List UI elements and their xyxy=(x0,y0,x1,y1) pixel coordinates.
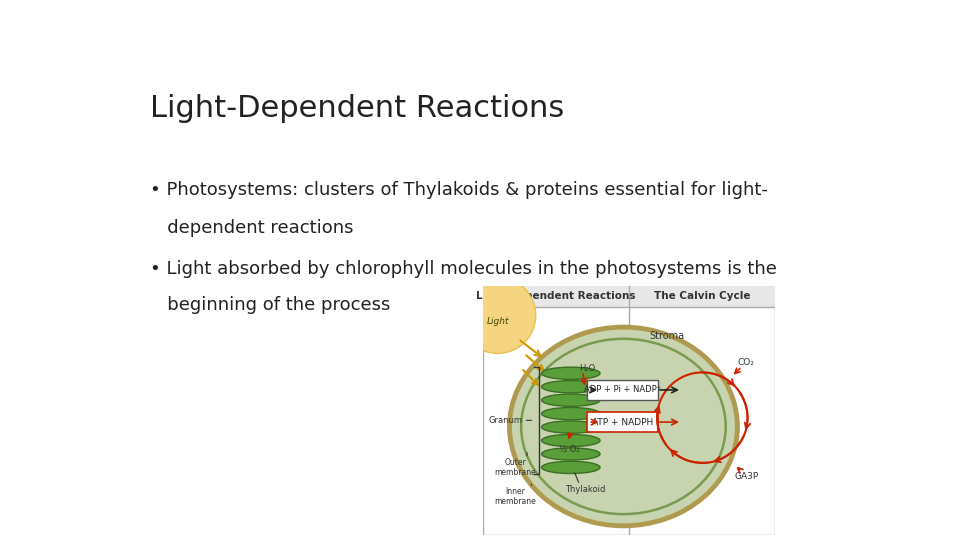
Text: ADP + Pi + NADP⁺: ADP + Pi + NADP⁺ xyxy=(584,386,661,394)
Text: ATP + NADPH: ATP + NADPH xyxy=(592,417,653,427)
Ellipse shape xyxy=(541,367,600,380)
Bar xyxy=(483,286,776,307)
Ellipse shape xyxy=(541,461,600,474)
Text: CO₂: CO₂ xyxy=(737,357,755,367)
Circle shape xyxy=(460,278,536,353)
Text: ½ O₂: ½ O₂ xyxy=(559,446,580,454)
Ellipse shape xyxy=(521,339,726,514)
Text: Stroma: Stroma xyxy=(650,331,684,341)
Text: Light: Light xyxy=(487,317,509,326)
Text: The Calvin Cycle: The Calvin Cycle xyxy=(654,292,751,301)
Ellipse shape xyxy=(541,394,600,406)
Text: Inner
membrane: Inner membrane xyxy=(494,487,537,507)
Ellipse shape xyxy=(510,327,737,526)
Ellipse shape xyxy=(541,434,600,447)
Text: dependent reactions: dependent reactions xyxy=(150,219,353,237)
Ellipse shape xyxy=(541,421,600,433)
Text: • Light absorbed by chlorophyll molecules in the photosystems is the: • Light absorbed by chlorophyll molecule… xyxy=(150,260,777,278)
FancyBboxPatch shape xyxy=(588,380,659,400)
Text: GA3P: GA3P xyxy=(734,471,758,481)
Ellipse shape xyxy=(541,448,600,460)
Text: Outer
membrane: Outer membrane xyxy=(494,458,537,477)
Text: H₂O: H₂O xyxy=(580,363,596,373)
Text: Light-Dependent Reactions: Light-Dependent Reactions xyxy=(150,94,564,123)
Text: • Photosystems: clusters of Thylakoids & proteins essential for light-: • Photosystems: clusters of Thylakoids &… xyxy=(150,181,768,199)
Text: beginning of the process: beginning of the process xyxy=(150,295,390,314)
Ellipse shape xyxy=(541,408,600,420)
FancyBboxPatch shape xyxy=(588,412,659,432)
Text: Light-dependent Reactions: Light-dependent Reactions xyxy=(476,292,636,301)
Text: Granum: Granum xyxy=(489,416,522,425)
Ellipse shape xyxy=(541,381,600,393)
Text: Thylakoid: Thylakoid xyxy=(565,485,606,494)
